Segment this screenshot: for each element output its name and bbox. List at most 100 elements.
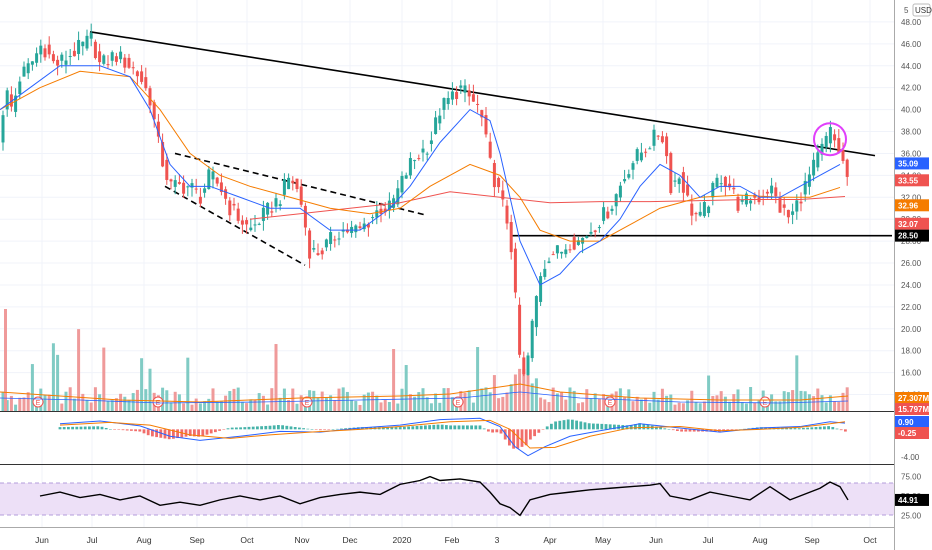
- time-tick-label: Sep: [189, 535, 204, 545]
- candle-body: [68, 56, 72, 58]
- macd-histogram-bar: [550, 423, 553, 430]
- volume-bar: [568, 387, 572, 411]
- candle-body: [173, 180, 177, 187]
- volume-bar: [140, 358, 144, 411]
- macd-histogram-bar: [835, 428, 839, 430]
- macd-value-label: 0.90: [898, 418, 914, 427]
- candle-body: [618, 185, 622, 198]
- macd-histogram-bar: [226, 428, 230, 430]
- volume-bar: [593, 393, 597, 411]
- fast-moving-average: [0, 65, 841, 286]
- candle-body: [14, 95, 18, 112]
- candle-body: [791, 211, 795, 215]
- volume-bar: [320, 391, 324, 411]
- time-tick-label: Dec: [342, 535, 358, 545]
- volume-bar: [282, 388, 286, 411]
- macd-pane: [58, 417, 847, 457]
- volume-bar: [421, 388, 425, 411]
- time-tick-label: Sep: [804, 535, 819, 545]
- volume-bar: [560, 392, 564, 411]
- candle-body: [39, 45, 43, 55]
- volume-bar: [341, 387, 345, 411]
- volume-bar: [434, 393, 438, 411]
- candle-body: [47, 44, 51, 55]
- volume-bar: [1, 391, 5, 411]
- rsi-value-label: 44.91: [898, 496, 919, 505]
- candle-body: [30, 61, 34, 65]
- volume-bar: [799, 390, 803, 411]
- price-axis[interactable]: 14.0016.0018.0020.0022.0024.0026.0028.00…: [895, 18, 929, 520]
- volume-moving-averages: [0, 383, 849, 404]
- candle-body: [375, 210, 379, 218]
- candle-body: [408, 158, 412, 176]
- volume-bar: [476, 347, 480, 411]
- currency-badge[interactable]: [912, 3, 931, 17]
- rsi-band: [0, 483, 894, 515]
- candle-body: [131, 67, 135, 69]
- volume-bar: [807, 394, 811, 411]
- price-value-label: 33.55: [898, 176, 919, 185]
- macd-histogram-bar: [667, 429, 671, 430]
- volume-bar: [404, 365, 408, 411]
- candle-body: [1, 115, 5, 143]
- volume-bar: [665, 395, 669, 411]
- candle-body: [152, 102, 156, 120]
- candle-body: [156, 121, 160, 137]
- price-tick-label: 26.00: [901, 259, 922, 268]
- volume-bar: [81, 393, 85, 411]
- candle-body: [778, 197, 782, 213]
- price-tick-label: 42.00: [901, 84, 922, 93]
- volume-bar: [198, 403, 202, 411]
- macd-histogram-bar: [319, 429, 322, 431]
- volume-bar: [47, 394, 51, 411]
- macd-histogram-bar: [520, 429, 524, 447]
- candle-body: [576, 240, 580, 245]
- candle-body: [707, 206, 711, 214]
- macd-histogram-bar: [499, 429, 503, 434]
- volume-bar: [539, 397, 543, 411]
- candle-body: [282, 179, 286, 195]
- volume-bar: [85, 399, 89, 411]
- price-value-label-box: [895, 157, 929, 170]
- volume-bar: [266, 404, 270, 411]
- macd-histogram-bar: [587, 423, 591, 430]
- candle-body: [60, 54, 64, 61]
- macd-histogram-bar: [323, 429, 326, 430]
- candle-body: [765, 191, 769, 194]
- volume-bar: [522, 369, 526, 411]
- candle-body: [471, 94, 475, 102]
- candle-body: [51, 54, 55, 62]
- candle-body: [135, 71, 139, 77]
- volume-bar: [5, 400, 9, 411]
- volume-bar: [26, 392, 30, 411]
- macd-histogram-bar: [407, 426, 410, 430]
- volume-bar: [77, 329, 81, 411]
- volume-bar: [484, 387, 488, 411]
- volume-bar: [715, 395, 719, 411]
- volume-bar: [375, 395, 379, 411]
- candle-body: [467, 90, 471, 97]
- candle-body: [518, 304, 522, 355]
- candle-body: [312, 248, 316, 250]
- candle-body: [434, 117, 438, 135]
- candle-body: [245, 220, 249, 225]
- candle-body: [316, 253, 320, 256]
- currency-label: USD: [915, 6, 932, 15]
- volume-bar: [207, 398, 211, 411]
- volume-bar: [719, 391, 723, 411]
- volume-bar: [702, 401, 706, 411]
- price-tick-label: 36.00: [901, 149, 922, 158]
- macd-histogram-bar: [734, 429, 738, 430]
- volume-bar: [190, 404, 194, 411]
- candle-body: [837, 138, 841, 153]
- time-axis[interactable]: Jun Jul Aug Sep Oct Nov Dec 2020 Feb 3 Apr May Jun Ju…: [35, 535, 877, 545]
- candle-body: [728, 183, 732, 188]
- candle-body: [371, 217, 375, 219]
- candle-body: [190, 183, 194, 188]
- candle-body: [681, 172, 685, 193]
- price-tick-label: 44.00: [901, 62, 922, 71]
- time-tick-label: May: [595, 535, 612, 545]
- volume-bar: [791, 390, 795, 411]
- price-tick-label: 38.00: [901, 128, 922, 137]
